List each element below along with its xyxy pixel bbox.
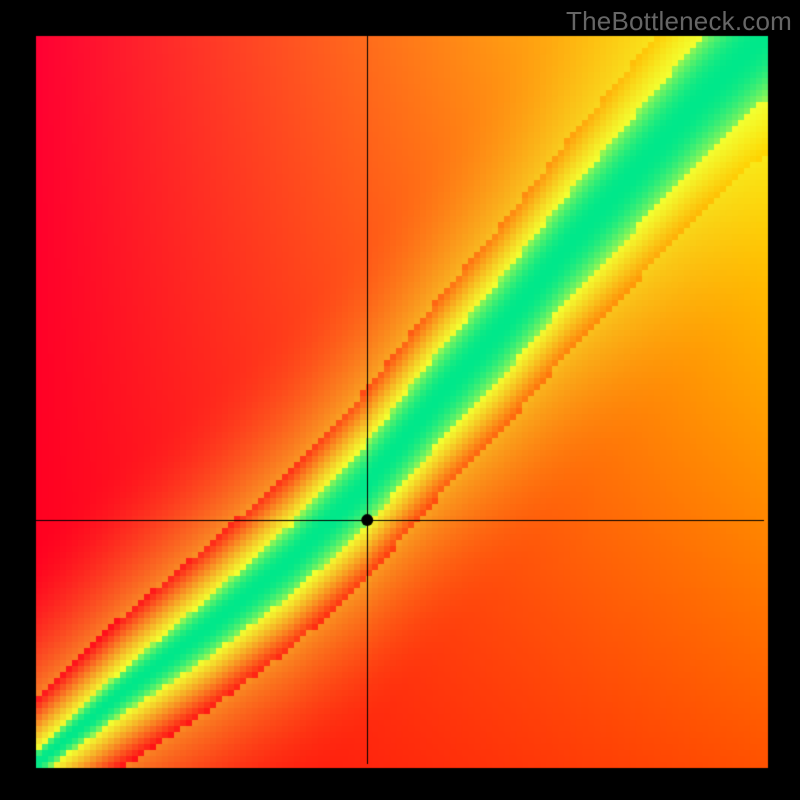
watermark-text: TheBottleneck.com	[566, 6, 792, 37]
chart-container: TheBottleneck.com	[0, 0, 800, 800]
heatmap-canvas	[0, 0, 800, 800]
